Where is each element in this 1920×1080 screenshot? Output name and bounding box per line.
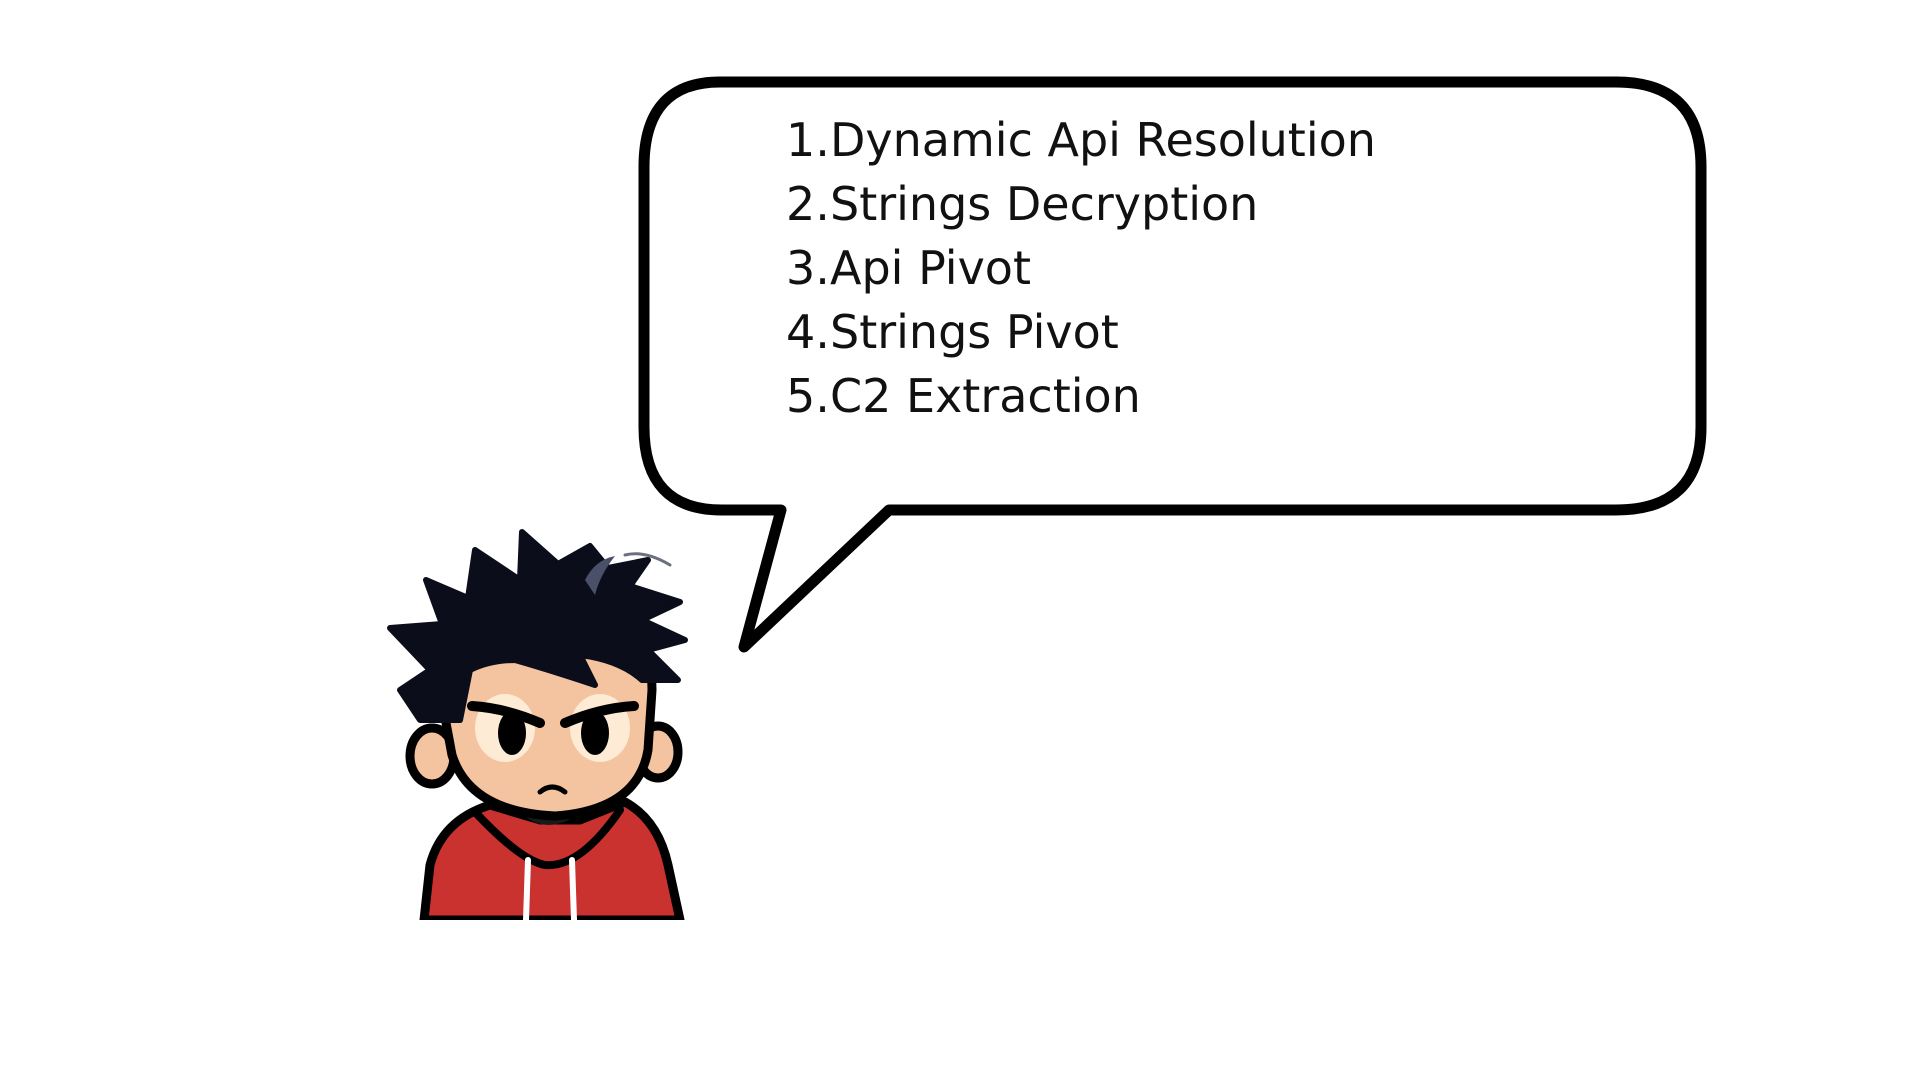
- step-number: 3.: [786, 241, 830, 295]
- step-label: Dynamic Api Resolution: [830, 113, 1376, 167]
- right-eye: [581, 711, 609, 755]
- step-label: C2 Extraction: [830, 369, 1141, 423]
- speech-bubble-outline: [638, 76, 1707, 653]
- step-label: Api Pivot: [830, 241, 1031, 295]
- list-item: 4. Strings Pivot: [786, 300, 1376, 364]
- list-item: 1. Dynamic Api Resolution: [786, 108, 1376, 172]
- right-brow: [560, 701, 639, 728]
- step-number: 2.: [786, 177, 830, 231]
- hair: [387, 529, 688, 723]
- left-brow: [467, 701, 545, 728]
- list-item: 3. Api Pivot: [786, 236, 1376, 300]
- steps-list: 1. Dynamic Api Resolution 2. Strings Dec…: [786, 108, 1376, 428]
- step-number: 5.: [786, 369, 830, 423]
- mouth: [537, 784, 568, 795]
- list-item: 2. Strings Decryption: [786, 172, 1376, 236]
- step-label: Strings Pivot: [830, 305, 1119, 359]
- step-label: Strings Decryption: [830, 177, 1259, 231]
- cartoon-boy-icon: [387, 529, 688, 920]
- hair-highlight: [585, 556, 615, 595]
- list-item: 5. C2 Extraction: [786, 364, 1376, 428]
- hoodie-collar: [471, 806, 624, 870]
- step-number: 1.: [786, 113, 830, 167]
- left-eye: [498, 711, 526, 755]
- step-number: 4.: [786, 305, 830, 359]
